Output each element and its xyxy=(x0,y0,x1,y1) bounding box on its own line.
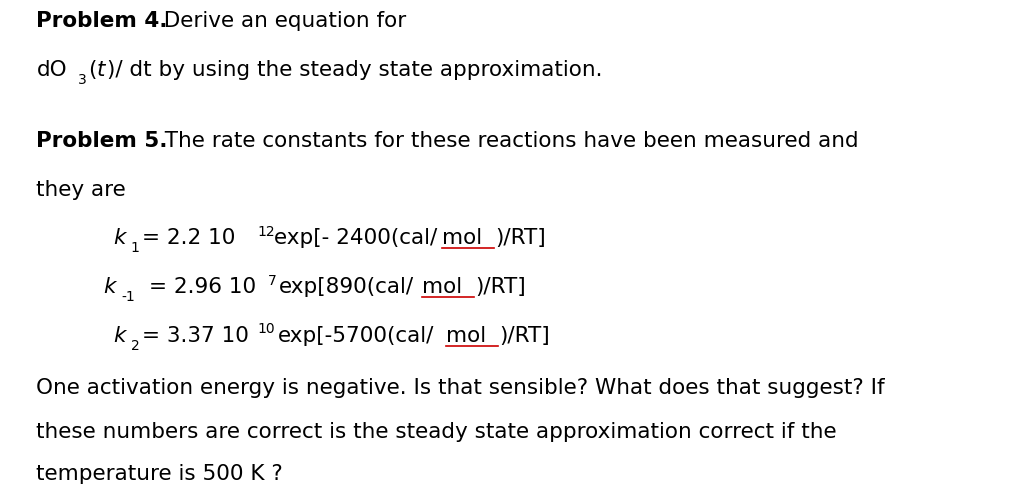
Text: they are: they are xyxy=(36,179,126,199)
Text: k: k xyxy=(113,325,125,346)
Text: exp[-5700(cal/: exp[-5700(cal/ xyxy=(279,325,435,346)
Text: mol: mol xyxy=(442,228,483,248)
Text: t: t xyxy=(96,60,105,80)
Text: -1: -1 xyxy=(121,290,135,304)
Text: Derive an equation for: Derive an equation for xyxy=(150,11,406,31)
Text: 2: 2 xyxy=(131,339,139,352)
Text: 1: 1 xyxy=(131,241,140,255)
Text: Problem 5.: Problem 5. xyxy=(36,130,168,150)
Text: )/RT]: )/RT] xyxy=(476,277,526,297)
Text: mol: mol xyxy=(423,277,462,297)
Text: )/ dt by using the steady state approximation.: )/ dt by using the steady state approxim… xyxy=(107,60,602,80)
Text: k: k xyxy=(104,277,116,297)
Text: mol: mol xyxy=(447,325,487,346)
Text: dO: dO xyxy=(36,60,67,80)
Text: Problem 4.: Problem 4. xyxy=(36,11,168,31)
Text: One activation energy is negative. Is that sensible? What does that suggest? If: One activation energy is negative. Is th… xyxy=(36,377,885,397)
Text: = 2.2 10: = 2.2 10 xyxy=(142,228,235,248)
Text: 12: 12 xyxy=(257,224,275,238)
Text: these numbers are correct is the steady state approximation correct if the: these numbers are correct is the steady … xyxy=(36,421,837,441)
Text: = 2.96 10: = 2.96 10 xyxy=(149,277,256,297)
Text: 10: 10 xyxy=(257,322,275,336)
Text: 7: 7 xyxy=(267,273,277,287)
Text: = 3.37 10: = 3.37 10 xyxy=(142,325,249,346)
Text: (: ( xyxy=(88,60,96,80)
Text: temperature is 500 K ?: temperature is 500 K ? xyxy=(36,463,283,483)
Text: exp[890(cal/: exp[890(cal/ xyxy=(280,277,414,297)
Text: )/RT]: )/RT] xyxy=(495,228,546,248)
Text: exp[- 2400(cal/: exp[- 2400(cal/ xyxy=(275,228,438,248)
Text: k: k xyxy=(113,228,125,248)
Text: 3: 3 xyxy=(79,73,87,86)
Text: The rate constants for these reactions have been measured and: The rate constants for these reactions h… xyxy=(150,130,858,150)
Text: )/RT]: )/RT] xyxy=(499,325,550,346)
